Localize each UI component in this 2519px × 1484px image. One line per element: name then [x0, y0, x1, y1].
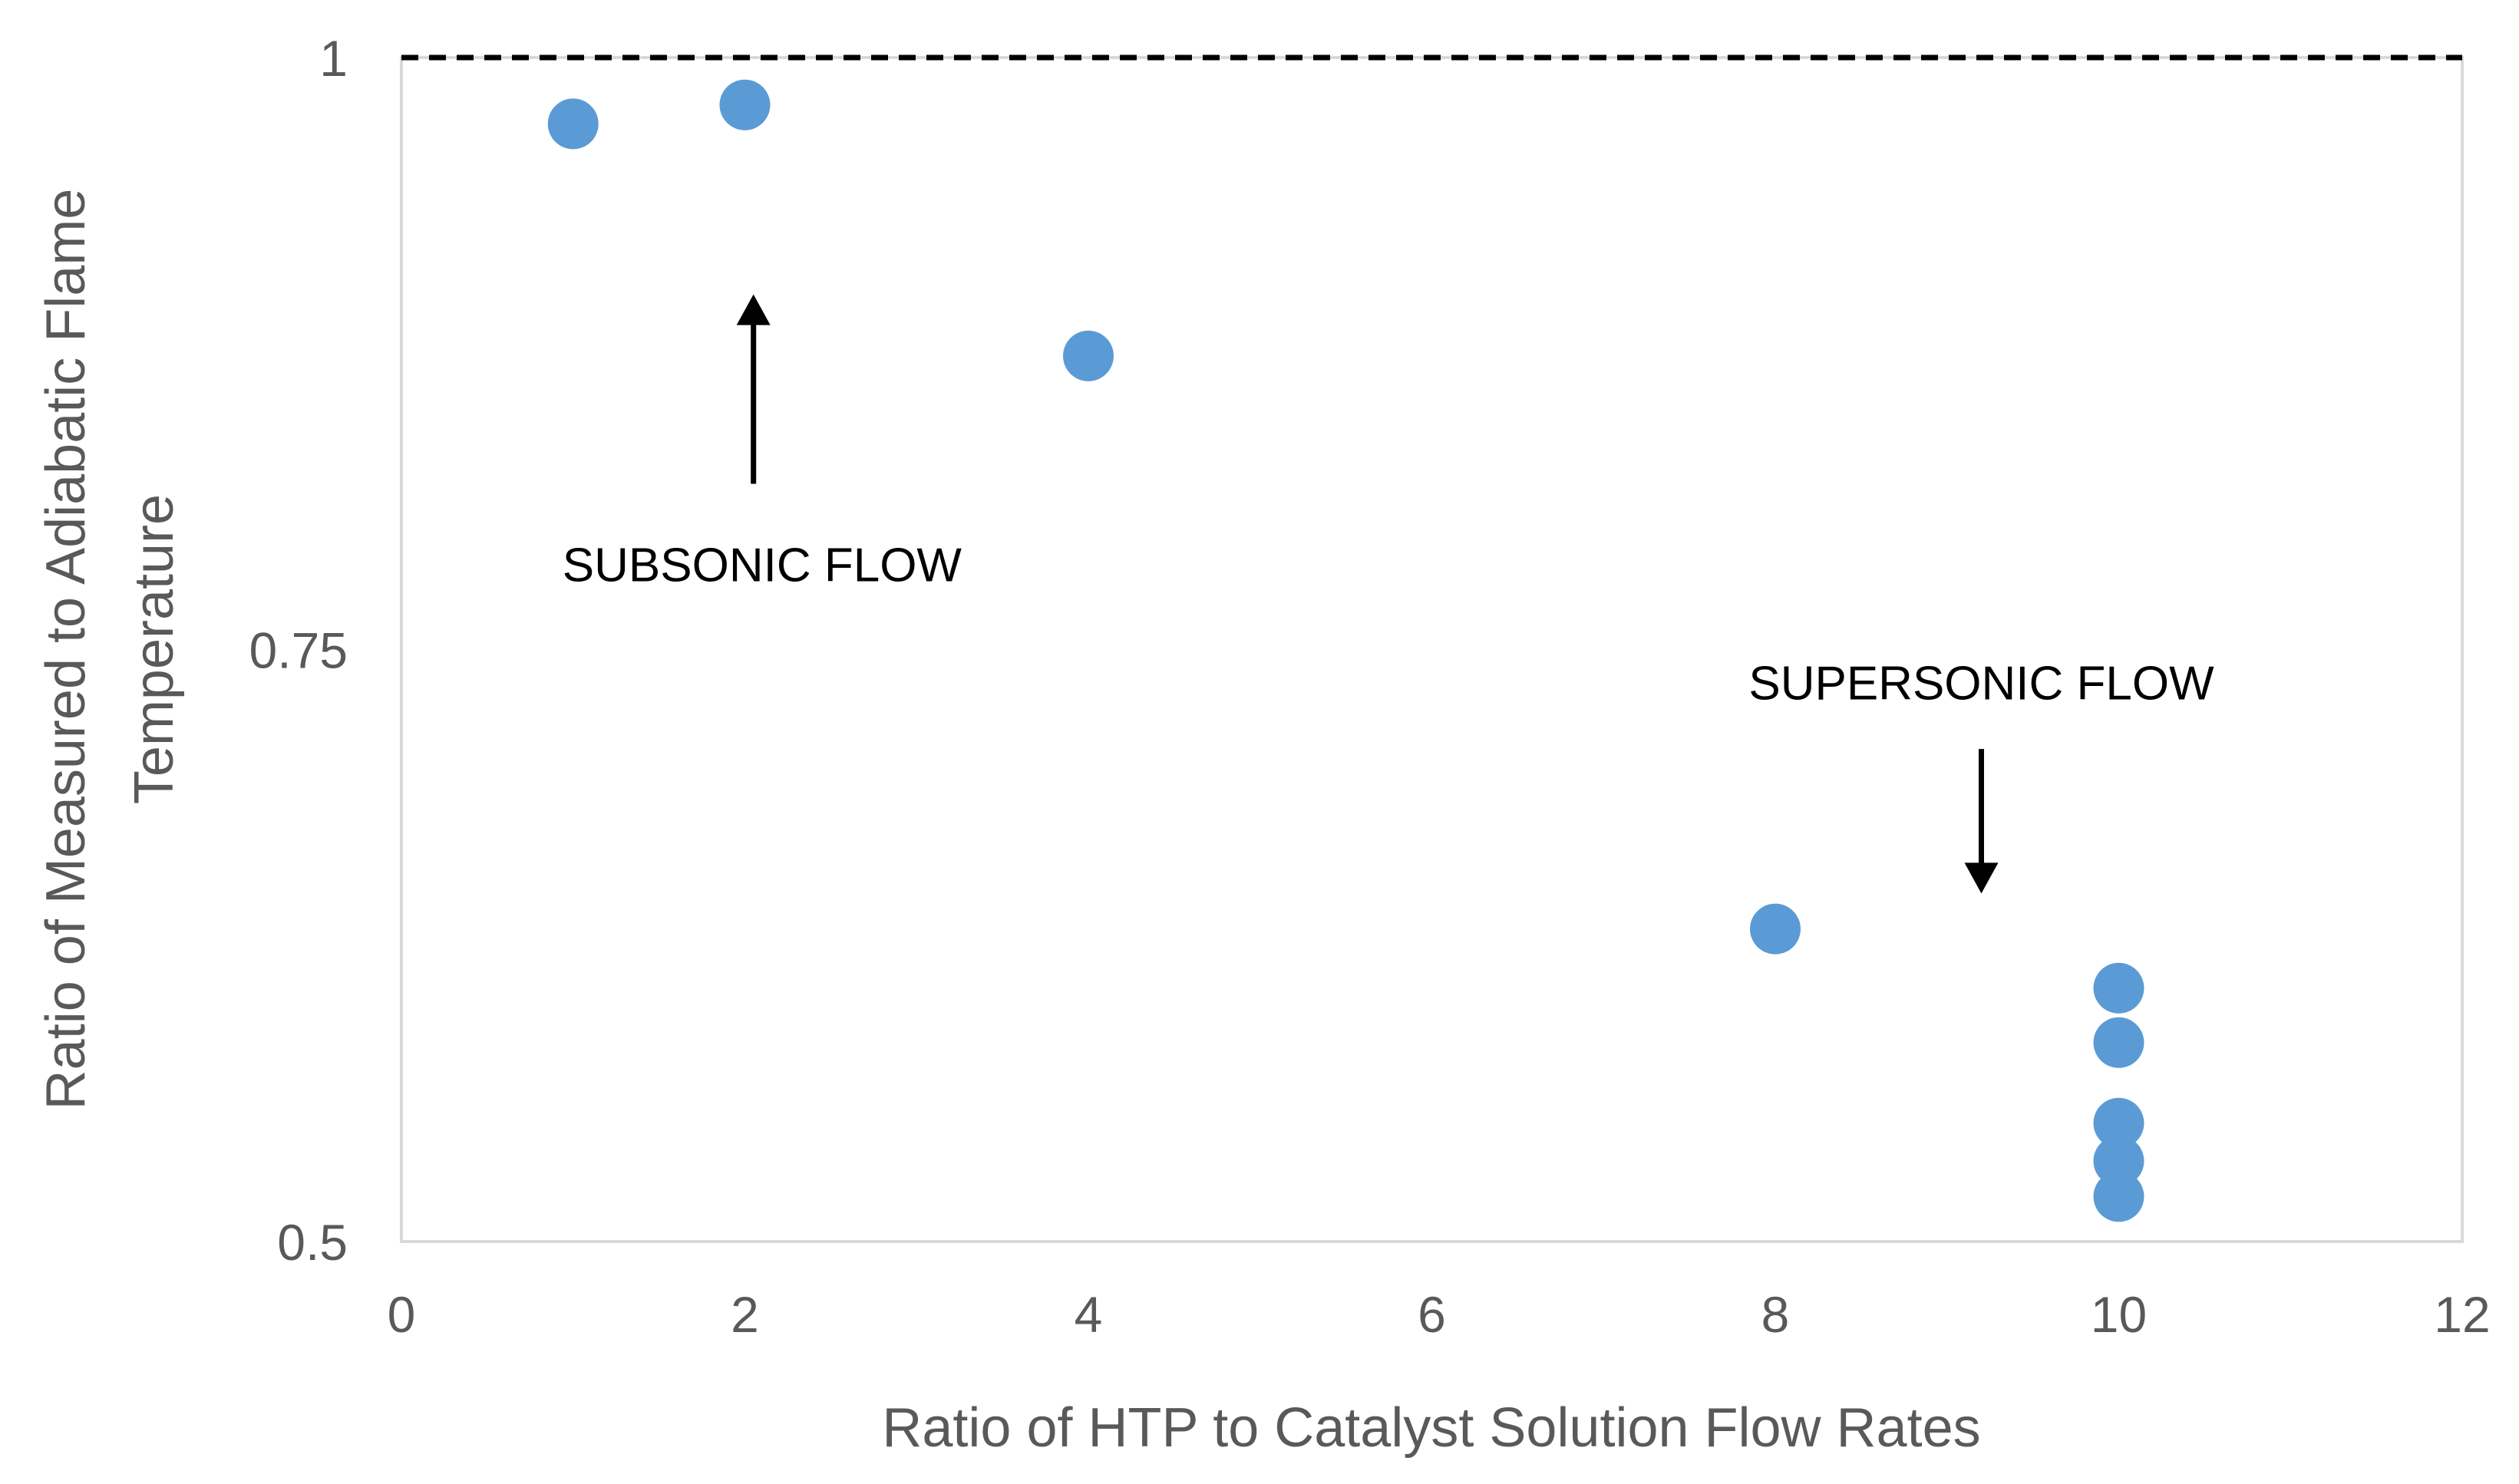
x-tick-label: 6: [1418, 1286, 1446, 1343]
data-point: [2093, 1097, 2144, 1149]
x-tick-label: 12: [2434, 1286, 2490, 1343]
data-point: [2093, 1136, 2144, 1187]
data-point: [2093, 962, 2144, 1014]
data-point: [547, 98, 599, 150]
x-tick-label: 10: [2091, 1286, 2147, 1343]
x-tick-labels: 0 2 4 6 8 10 12: [388, 1286, 2491, 1343]
y-tick-labels: 0.5 0.75 1: [249, 30, 348, 1271]
x-tick-label: 2: [731, 1286, 759, 1343]
annotations: SUBSONIC FLOW SUPERSONIC FLOW: [563, 294, 2214, 894]
y-axis-title-line-1: Ratio of Measured to Adiabatic Flame: [35, 189, 97, 1110]
y-axis-title: Ratio of Measured to Adiabatic Flame Tem…: [35, 189, 185, 1110]
data-points: [547, 79, 2144, 1222]
y-tick-label: 0.5: [277, 1214, 348, 1271]
y-tick-label: 1: [319, 30, 348, 87]
x-tick-label: 0: [388, 1286, 416, 1343]
x-tick-label: 8: [1761, 1286, 1790, 1343]
annotation-arrow-head: [736, 294, 771, 325]
x-tick-label: 4: [1075, 1286, 1103, 1343]
y-axis-title-line-2: Temperature: [124, 494, 185, 804]
data-point: [1063, 330, 1114, 381]
data-point: [1750, 903, 1801, 955]
data-point: [719, 79, 771, 130]
annotation-subsonic-flow: SUBSONIC FLOW: [563, 539, 962, 592]
y-tick-label: 0.75: [249, 622, 348, 679]
data-point: [2093, 1171, 2144, 1222]
data-point: [2093, 1017, 2144, 1068]
plot-area-border: [400, 56, 2464, 1243]
annotation-supersonic-flow: SUPERSONIC FLOW: [1748, 658, 2214, 711]
annotation-arrow-head: [1964, 862, 1999, 894]
x-axis-title: Ratio of HTP to Catalyst Solution Flow R…: [882, 1397, 1980, 1459]
